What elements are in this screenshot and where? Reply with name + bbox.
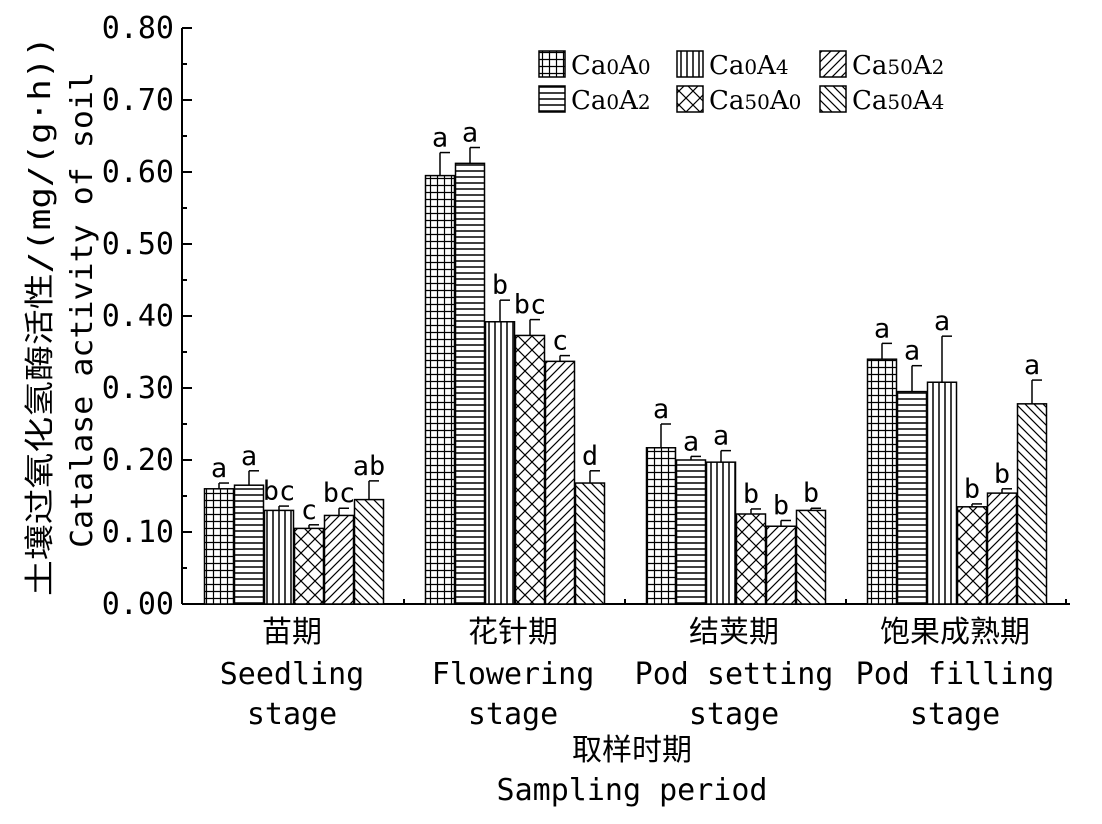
category-label: 饱果成熟期 xyxy=(880,615,1030,650)
significance-label: a xyxy=(462,118,478,149)
bar xyxy=(424,174,456,605)
bar xyxy=(1016,403,1048,605)
y-tick-label: 0.30 xyxy=(102,371,174,406)
legend-swatch xyxy=(538,50,566,78)
bar xyxy=(735,513,767,605)
bar-marks xyxy=(203,162,1048,605)
significance-label: a xyxy=(432,123,448,154)
error-bars xyxy=(218,146,1042,529)
legend-label: Ca0A4 xyxy=(709,51,789,81)
category-label: 苗期 xyxy=(262,615,322,650)
bar xyxy=(263,509,295,605)
significance-label: a xyxy=(241,441,257,472)
y-axis-ticks: 0.00 0.10 0.20 0.30 0.40 0.50 0.60 0.70 0.80 xyxy=(102,11,192,622)
bar xyxy=(645,447,677,605)
bar xyxy=(795,509,827,605)
y-tick-label: 0.70 xyxy=(102,83,174,118)
significance-label: b xyxy=(743,479,759,510)
x-axis-title-cn: 取样时期 xyxy=(572,733,692,768)
legend-swatch xyxy=(819,85,847,113)
y-tick-label: 0.00 xyxy=(102,587,174,622)
bar xyxy=(484,321,516,605)
legend-swatch xyxy=(819,50,847,78)
legend-swatch xyxy=(676,85,704,113)
significance-label: b xyxy=(964,474,980,505)
category-label: Pod setting xyxy=(635,657,834,692)
legend-label: Ca0A2 xyxy=(571,86,651,116)
significance-label: a xyxy=(713,421,729,452)
bar xyxy=(896,390,928,605)
bar xyxy=(675,459,707,605)
bar xyxy=(544,360,576,605)
legend-label: Ca50A0 xyxy=(709,86,801,116)
legend-label: Ca50A2 xyxy=(852,51,944,81)
bar xyxy=(353,498,385,605)
x-axis-ticks xyxy=(403,599,1067,604)
bar xyxy=(323,514,355,605)
category-label: stage xyxy=(910,697,1000,732)
category-label: stage xyxy=(247,697,337,732)
category-label: stage xyxy=(468,697,558,732)
category-label: 结荚期 xyxy=(689,615,779,650)
y-axis-title-en: Catalase activity of soil xyxy=(65,72,100,548)
y-tick-label: 0.50 xyxy=(102,227,174,262)
significance-label: a xyxy=(653,394,669,425)
bar xyxy=(866,358,898,605)
significance-label: bc xyxy=(263,476,296,507)
significance-label: a xyxy=(934,306,950,337)
y-tick-label: 0.60 xyxy=(102,155,174,190)
significance-label: b xyxy=(803,478,819,509)
significance-label: bc xyxy=(514,290,547,321)
significance-label: bc xyxy=(323,478,356,509)
category-label: Seedling xyxy=(220,657,365,692)
significance-label: a xyxy=(683,426,699,457)
legend: Ca0A0 Ca0A4 Ca50A2 Ca0A2 Ca50A0 Ca50A4 xyxy=(538,50,944,116)
bar xyxy=(705,461,737,605)
y-tick-label: 0.80 xyxy=(102,11,174,46)
bar xyxy=(574,482,606,605)
bar xyxy=(926,381,958,605)
significance-label: b xyxy=(492,270,508,301)
legend-label: Ca0A0 xyxy=(571,51,651,81)
y-tick-label: 0.40 xyxy=(102,299,174,334)
significance-label: a xyxy=(211,453,227,484)
bar xyxy=(956,506,988,605)
y-tick-label: 0.10 xyxy=(102,515,174,550)
significance-label: a xyxy=(1024,350,1040,381)
y-axis-title-cn: 土壤过氧化氢酶活性/(mg/(g·h)) xyxy=(23,36,58,596)
bar xyxy=(765,525,797,605)
category-label: Pod filling xyxy=(856,657,1055,692)
x-axis-title-en: Sampling period xyxy=(497,773,768,808)
bar xyxy=(514,334,546,605)
category-label: Flowering xyxy=(432,657,595,692)
category-label: 花针期 xyxy=(468,615,558,650)
significance-label: b xyxy=(994,459,1010,490)
y-tick-label: 0.20 xyxy=(102,443,174,478)
legend-swatch xyxy=(538,85,566,113)
legend-swatch xyxy=(676,50,704,78)
significance-label: b xyxy=(773,490,789,521)
significance-label: d xyxy=(582,441,598,472)
category-labels: 苗期 Seedling stage 花针期 Flowering stage 结荚期 Pod s… xyxy=(220,615,1055,732)
bar xyxy=(454,162,486,605)
significance-label: a xyxy=(874,313,890,344)
significance-label: ab xyxy=(353,451,386,482)
bar xyxy=(233,484,265,605)
bar xyxy=(986,492,1018,605)
category-label: stage xyxy=(689,697,779,732)
significance-label: c xyxy=(552,326,568,357)
bar xyxy=(203,488,235,605)
legend-label: Ca50A4 xyxy=(852,86,944,116)
significance-label: a xyxy=(904,336,920,367)
bar xyxy=(293,527,325,605)
significance-label: c xyxy=(301,495,317,526)
